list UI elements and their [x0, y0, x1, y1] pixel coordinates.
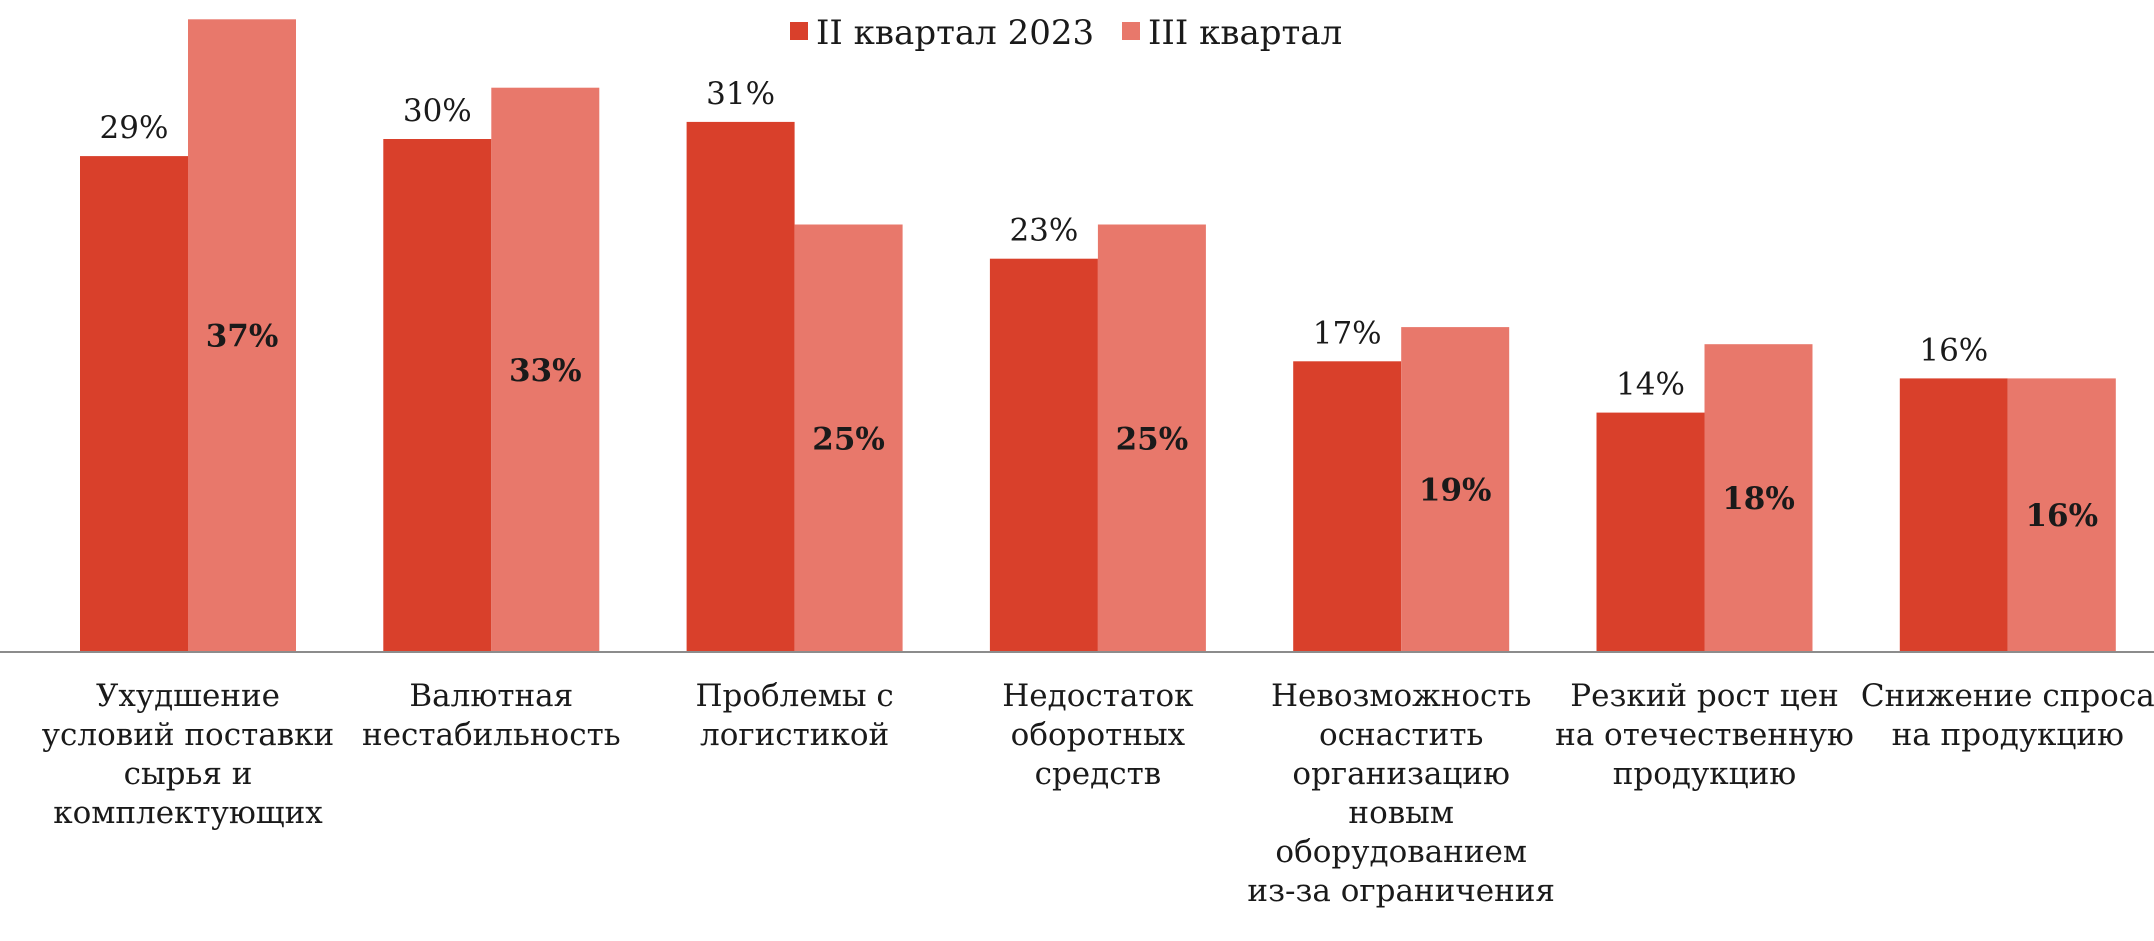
value-label-iii-quarter-2: 25% — [812, 421, 885, 457]
category-label-4-line-5: из-за ограничения — [1247, 873, 1555, 909]
category-label-5-line-1: на отечественную — [1555, 717, 1854, 753]
bar-ii-quarter-2023-4 — [1293, 361, 1402, 652]
category-label-4-line-4: оборудованием — [1275, 834, 1527, 870]
category-label-3: Недостаток оборотных средств — [1002, 678, 1193, 792]
category-label-4-line-0: Невозможность — [1271, 678, 1531, 714]
category-label-0-line-3: комплектующих — [53, 795, 323, 831]
category-labels-group: Ухудшение условий поставки сырья и комплект… — [42, 678, 2154, 909]
category-label-3-line-0: Недостаток — [1002, 678, 1193, 714]
bar-iii-quarter-0 — [188, 19, 296, 653]
category-label-4: Невозможность оснастить организацию новым об… — [1247, 678, 1555, 909]
bar-iii-quarter-5 — [1704, 344, 1813, 652]
bars-group — [80, 19, 2116, 653]
category-label-1-line-0: Валютная — [409, 678, 573, 714]
value-label-ii-quarter-2023-2: 31% — [706, 76, 775, 112]
category-label-1: Валютная нестабильность — [362, 678, 621, 753]
category-label-2-line-1: логистикой — [700, 717, 889, 753]
category-label-4-line-2: организацию — [1292, 756, 1510, 792]
legend-swatch-iii-quarter — [1122, 22, 1140, 40]
value-label-iii-quarter-1: 33% — [509, 353, 582, 389]
bar-iii-quarter-6 — [2007, 378, 2116, 652]
value-labels-group: 29% 37% 30% 33% 31% 25% 23% 25% 17% 19% 14% 18% 16% 1… — [100, 76, 2099, 534]
category-label-6-line-0: Снижение спроса — [1861, 678, 2154, 714]
bar-ii-quarter-2023-2 — [686, 121, 795, 652]
value-label-ii-quarter-2023-6: 16% — [1919, 332, 1988, 368]
category-label-5: Резкий рост цен на отечественную продукцию — [1555, 678, 1854, 792]
bar-iii-quarter-1 — [491, 87, 600, 652]
bar-iii-quarter-3 — [1097, 224, 1206, 652]
bar-ii-quarter-2023-0 — [80, 156, 188, 652]
bar-ii-quarter-2023-3 — [989, 258, 1098, 652]
bar-iii-quarter-2 — [794, 224, 903, 652]
category-label-4-line-1: оснастить — [1319, 717, 1483, 753]
category-label-2-line-0: Проблемы с — [695, 678, 893, 714]
legend-label-iii-quarter: III квартал — [1148, 13, 1342, 53]
value-label-ii-quarter-2023-3: 23% — [1009, 213, 1078, 249]
bar-ii-quarter-2023-6 — [1899, 378, 2008, 652]
bar-ii-quarter-2023-1 — [383, 139, 492, 652]
category-label-6: Снижение спроса на продукцию — [1861, 678, 2154, 753]
legend: II квартал 2023 III квартал — [790, 13, 1342, 53]
category-label-0: Ухудшение условий поставки сырья и комплект… — [42, 678, 334, 831]
value-label-iii-quarter-3: 25% — [1116, 421, 1189, 457]
value-label-ii-quarter-2023-0: 29% — [100, 110, 169, 146]
category-label-0-line-2: сырья и — [124, 756, 253, 792]
category-label-5-line-2: продукцию — [1613, 756, 1796, 792]
category-label-6-line-1: на продукцию — [1892, 717, 2124, 753]
legend-label-ii-quarter-2023: II квартал 2023 — [816, 13, 1094, 53]
bar-ii-quarter-2023-5 — [1596, 412, 1705, 652]
category-label-0-line-1: условий поставки — [42, 717, 334, 753]
category-label-3-line-1: оборотных — [1011, 717, 1186, 753]
category-label-1-line-1: нестабильность — [362, 717, 621, 753]
value-label-iii-quarter-4: 19% — [1419, 473, 1492, 509]
value-label-ii-quarter-2023-5: 14% — [1616, 367, 1685, 403]
category-label-3-line-2: средств — [1035, 756, 1162, 792]
category-label-0-line-0: Ухудшение — [96, 678, 280, 714]
legend-swatch-ii-quarter-2023 — [790, 22, 808, 40]
value-label-iii-quarter-0: 37% — [206, 319, 279, 355]
value-label-iii-quarter-6: 16% — [2025, 498, 2098, 534]
category-label-2: Проблемы с логистикой — [695, 678, 893, 753]
value-label-ii-quarter-2023-4: 17% — [1313, 315, 1382, 351]
category-label-4-line-3: новым — [1348, 795, 1454, 831]
value-label-ii-quarter-2023-1: 30% — [403, 93, 472, 129]
bar-iii-quarter-4 — [1401, 327, 1510, 652]
category-label-5-line-0: Резкий рост цен — [1570, 678, 1838, 714]
value-label-iii-quarter-5: 18% — [1722, 481, 1795, 517]
